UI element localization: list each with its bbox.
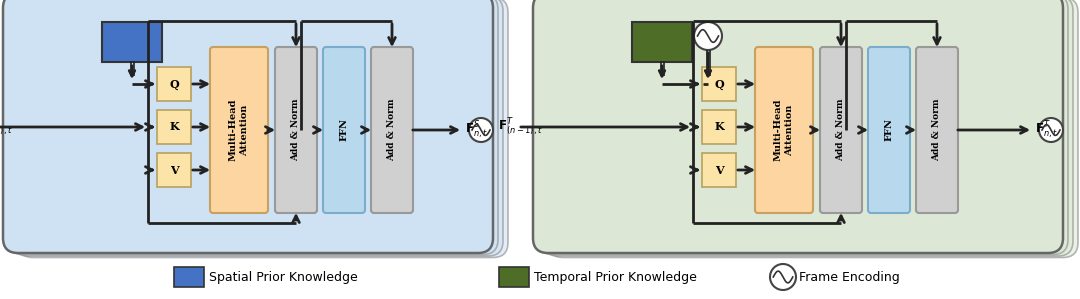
Text: V: V [170, 164, 178, 176]
Text: Add & Norm: Add & Norm [388, 99, 396, 161]
FancyBboxPatch shape [323, 47, 365, 213]
FancyBboxPatch shape [102, 22, 162, 62]
FancyBboxPatch shape [632, 22, 692, 62]
FancyBboxPatch shape [702, 153, 735, 187]
FancyBboxPatch shape [18, 0, 508, 257]
Text: Add & Norm: Add & Norm [932, 99, 942, 161]
Text: Q: Q [170, 79, 179, 89]
Text: $\mathbf{F}^{T}_{n,t}$: $\mathbf{F}^{T}_{n,t}$ [1035, 119, 1058, 141]
FancyBboxPatch shape [499, 267, 529, 287]
Text: V: V [715, 164, 724, 176]
FancyBboxPatch shape [820, 47, 862, 213]
Text: FFN: FFN [339, 119, 349, 141]
Text: Add & Norm: Add & Norm [837, 99, 846, 161]
Text: Add & Norm: Add & Norm [292, 99, 300, 161]
Text: Multi-Head
Attention: Multi-Head Attention [774, 99, 794, 161]
Text: Frame Encoding: Frame Encoding [799, 271, 900, 283]
Text: Spatial Prior Knowledge: Spatial Prior Knowledge [210, 271, 357, 283]
FancyBboxPatch shape [275, 47, 318, 213]
Text: $\mathbf{F}^{T}_{(n-1),t}$: $\mathbf{F}^{T}_{(n-1),t}$ [498, 116, 543, 138]
FancyBboxPatch shape [755, 47, 813, 213]
Text: $\mathbf{F}^{S}_{(n-1),t}$: $\mathbf{F}^{S}_{(n-1),t}$ [0, 116, 13, 138]
FancyBboxPatch shape [372, 47, 413, 213]
Circle shape [694, 22, 723, 50]
FancyBboxPatch shape [534, 0, 1063, 253]
Text: Q: Q [714, 79, 724, 89]
FancyBboxPatch shape [174, 267, 204, 287]
FancyBboxPatch shape [157, 110, 191, 144]
Circle shape [1039, 118, 1063, 142]
FancyBboxPatch shape [916, 47, 958, 213]
FancyBboxPatch shape [702, 110, 735, 144]
Text: FFN: FFN [885, 119, 893, 141]
FancyBboxPatch shape [3, 0, 492, 253]
FancyBboxPatch shape [868, 47, 910, 213]
Circle shape [469, 118, 492, 142]
FancyBboxPatch shape [210, 47, 268, 213]
FancyBboxPatch shape [548, 0, 1078, 257]
Circle shape [770, 264, 796, 290]
Text: K: K [714, 121, 724, 132]
Text: K: K [170, 121, 179, 132]
FancyBboxPatch shape [13, 0, 503, 256]
Text: Multi-Head
Attention: Multi-Head Attention [229, 99, 249, 161]
FancyBboxPatch shape [157, 67, 191, 101]
FancyBboxPatch shape [538, 0, 1068, 254]
FancyBboxPatch shape [157, 153, 191, 187]
FancyBboxPatch shape [8, 0, 498, 254]
Text: Temporal Prior Knowledge: Temporal Prior Knowledge [534, 271, 697, 283]
Text: $\mathbf{F}^{S}_{n,t}$: $\mathbf{F}^{S}_{n,t}$ [465, 119, 488, 141]
FancyBboxPatch shape [702, 67, 735, 101]
FancyBboxPatch shape [543, 0, 1074, 256]
